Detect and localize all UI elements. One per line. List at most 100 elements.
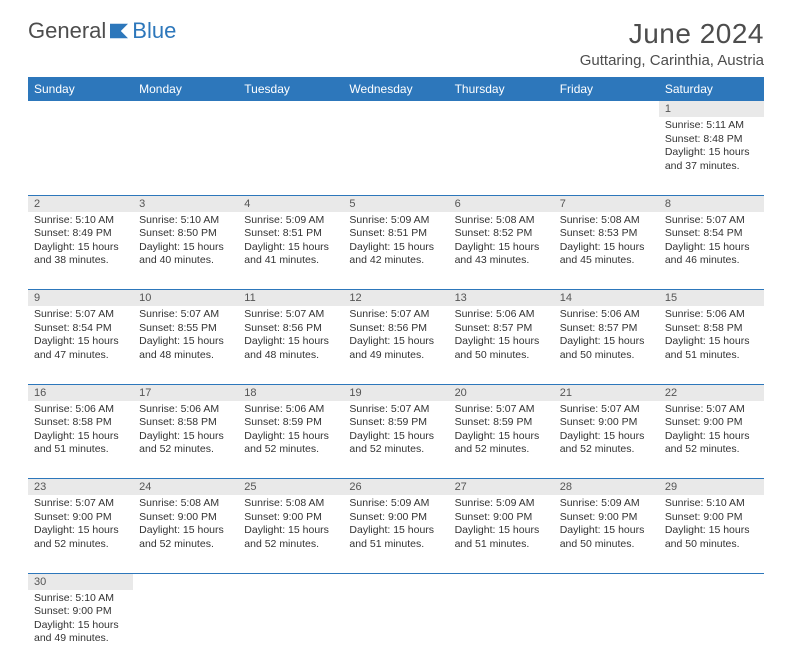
day-number: 26 xyxy=(343,479,448,496)
day-number: 20 xyxy=(449,384,554,401)
day-detail xyxy=(554,590,659,668)
day-number xyxy=(28,101,133,117)
day-number: 12 xyxy=(343,290,448,307)
detail-row: Sunrise: 5:07 AMSunset: 8:54 PMDaylight:… xyxy=(28,306,764,384)
daynum-row: 1 xyxy=(28,101,764,117)
day-detail: Sunrise: 5:10 AMSunset: 9:00 PMDaylight:… xyxy=(28,590,133,668)
detail-row: Sunrise: 5:07 AMSunset: 9:00 PMDaylight:… xyxy=(28,495,764,573)
weekday-header-row: SundayMondayTuesdayWednesdayThursdayFrid… xyxy=(28,77,764,101)
day-detail: Sunrise: 5:06 AMSunset: 8:58 PMDaylight:… xyxy=(659,306,764,384)
day-number: 19 xyxy=(343,384,448,401)
day-number xyxy=(449,573,554,590)
day-detail: Sunrise: 5:06 AMSunset: 8:57 PMDaylight:… xyxy=(554,306,659,384)
day-number xyxy=(238,101,343,117)
day-detail: Sunrise: 5:10 AMSunset: 9:00 PMDaylight:… xyxy=(659,495,764,573)
day-detail: Sunrise: 5:06 AMSunset: 8:58 PMDaylight:… xyxy=(133,401,238,479)
day-number xyxy=(554,101,659,117)
day-detail: Sunrise: 5:09 AMSunset: 9:00 PMDaylight:… xyxy=(449,495,554,573)
day-number: 6 xyxy=(449,195,554,212)
day-number xyxy=(133,573,238,590)
day-detail: Sunrise: 5:07 AMSunset: 9:00 PMDaylight:… xyxy=(554,401,659,479)
day-number: 13 xyxy=(449,290,554,307)
day-number: 18 xyxy=(238,384,343,401)
day-number: 21 xyxy=(554,384,659,401)
day-number: 28 xyxy=(554,479,659,496)
day-detail xyxy=(238,590,343,668)
day-detail: Sunrise: 5:07 AMSunset: 8:59 PMDaylight:… xyxy=(343,401,448,479)
day-detail: Sunrise: 5:07 AMSunset: 8:59 PMDaylight:… xyxy=(449,401,554,479)
day-detail xyxy=(449,590,554,668)
day-detail: Sunrise: 5:07 AMSunset: 8:56 PMDaylight:… xyxy=(238,306,343,384)
day-number: 8 xyxy=(659,195,764,212)
day-detail: Sunrise: 5:09 AMSunset: 8:51 PMDaylight:… xyxy=(238,212,343,290)
weekday-header: Saturday xyxy=(659,77,764,101)
day-detail: Sunrise: 5:08 AMSunset: 9:00 PMDaylight:… xyxy=(133,495,238,573)
day-number xyxy=(238,573,343,590)
day-number: 23 xyxy=(28,479,133,496)
daynum-row: 9101112131415 xyxy=(28,290,764,307)
weekday-header: Tuesday xyxy=(238,77,343,101)
day-number: 14 xyxy=(554,290,659,307)
day-detail: Sunrise: 5:08 AMSunset: 9:00 PMDaylight:… xyxy=(238,495,343,573)
day-number: 30 xyxy=(28,573,133,590)
daynum-row: 2345678 xyxy=(28,195,764,212)
logo-text-blue: Blue xyxy=(132,18,176,44)
weekday-header: Wednesday xyxy=(343,77,448,101)
day-number: 11 xyxy=(238,290,343,307)
day-detail: Sunrise: 5:06 AMSunset: 8:58 PMDaylight:… xyxy=(28,401,133,479)
day-detail xyxy=(28,117,133,195)
day-number: 16 xyxy=(28,384,133,401)
day-detail: Sunrise: 5:06 AMSunset: 8:57 PMDaylight:… xyxy=(449,306,554,384)
day-number: 10 xyxy=(133,290,238,307)
detail-row: Sunrise: 5:11 AMSunset: 8:48 PMDaylight:… xyxy=(28,117,764,195)
day-detail: Sunrise: 5:09 AMSunset: 9:00 PMDaylight:… xyxy=(554,495,659,573)
day-number xyxy=(659,573,764,590)
day-detail: Sunrise: 5:06 AMSunset: 8:59 PMDaylight:… xyxy=(238,401,343,479)
daynum-row: 30 xyxy=(28,573,764,590)
detail-row: Sunrise: 5:06 AMSunset: 8:58 PMDaylight:… xyxy=(28,401,764,479)
daynum-row: 23242526272829 xyxy=(28,479,764,496)
day-number: 27 xyxy=(449,479,554,496)
day-number: 17 xyxy=(133,384,238,401)
detail-row: Sunrise: 5:10 AMSunset: 8:49 PMDaylight:… xyxy=(28,212,764,290)
day-number xyxy=(133,101,238,117)
header: General Blue June 2024 Guttaring, Carint… xyxy=(0,0,792,77)
day-detail: Sunrise: 5:07 AMSunset: 8:56 PMDaylight:… xyxy=(343,306,448,384)
day-number: 15 xyxy=(659,290,764,307)
day-detail: Sunrise: 5:07 AMSunset: 8:54 PMDaylight:… xyxy=(659,212,764,290)
day-number xyxy=(343,101,448,117)
day-number: 2 xyxy=(28,195,133,212)
day-detail: Sunrise: 5:08 AMSunset: 8:52 PMDaylight:… xyxy=(449,212,554,290)
day-number xyxy=(449,101,554,117)
month-title: June 2024 xyxy=(580,18,764,50)
day-number: 9 xyxy=(28,290,133,307)
weekday-header: Sunday xyxy=(28,77,133,101)
day-detail xyxy=(343,117,448,195)
day-detail xyxy=(343,590,448,668)
day-number: 25 xyxy=(238,479,343,496)
day-number: 4 xyxy=(238,195,343,212)
day-detail: Sunrise: 5:10 AMSunset: 8:50 PMDaylight:… xyxy=(133,212,238,290)
day-detail xyxy=(554,117,659,195)
day-number: 24 xyxy=(133,479,238,496)
day-detail xyxy=(449,117,554,195)
day-detail: Sunrise: 5:10 AMSunset: 8:49 PMDaylight:… xyxy=(28,212,133,290)
day-number xyxy=(343,573,448,590)
day-detail: Sunrise: 5:07 AMSunset: 8:54 PMDaylight:… xyxy=(28,306,133,384)
day-detail xyxy=(238,117,343,195)
day-detail xyxy=(133,590,238,668)
logo: General Blue xyxy=(28,18,176,44)
location: Guttaring, Carinthia, Austria xyxy=(580,52,764,69)
day-detail xyxy=(133,117,238,195)
day-number: 22 xyxy=(659,384,764,401)
daynum-row: 16171819202122 xyxy=(28,384,764,401)
day-detail xyxy=(659,590,764,668)
day-number: 29 xyxy=(659,479,764,496)
flag-icon xyxy=(108,22,130,40)
day-number: 5 xyxy=(343,195,448,212)
detail-row: Sunrise: 5:10 AMSunset: 9:00 PMDaylight:… xyxy=(28,590,764,668)
day-detail: Sunrise: 5:07 AMSunset: 9:00 PMDaylight:… xyxy=(659,401,764,479)
day-detail: Sunrise: 5:07 AMSunset: 9:00 PMDaylight:… xyxy=(28,495,133,573)
title-block: June 2024 Guttaring, Carinthia, Austria xyxy=(580,18,764,69)
calendar-body: 1 Sunrise: 5:11 AMSunset: 8:48 PMDayligh… xyxy=(28,101,764,668)
